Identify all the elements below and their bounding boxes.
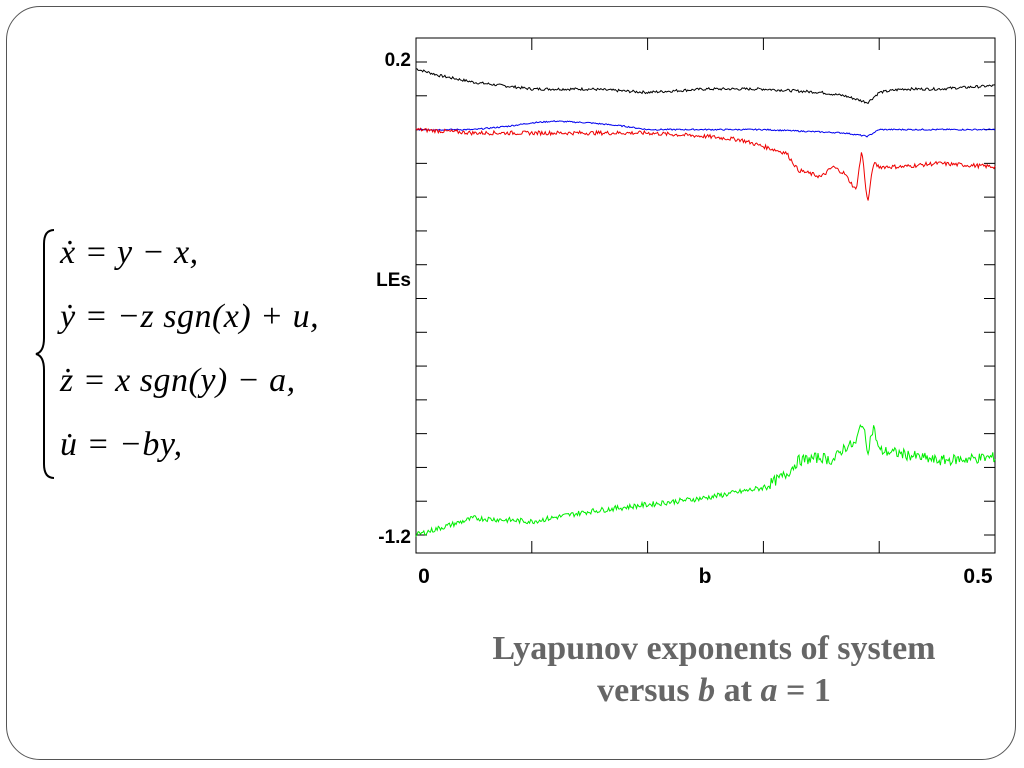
x-tick-label-right: 0.5 bbox=[963, 565, 993, 588]
caption-line-1: Lyapunov exponents of system bbox=[492, 630, 936, 667]
y-tick-label-bottom: -1.2 bbox=[378, 527, 411, 548]
equation-x: ẋ = y − x, bbox=[60, 234, 199, 271]
y-axis-label: LEs bbox=[376, 270, 411, 291]
series-black-line bbox=[415, 68, 996, 105]
x-axis-label: b bbox=[699, 565, 712, 588]
equation-system: ẋ = y − x, ẏ = −z sgn(x) + u, ż = x sgn(… bbox=[34, 226, 374, 482]
series-green-line bbox=[415, 424, 996, 537]
caption-equals: = 1 bbox=[777, 672, 831, 709]
left-brace bbox=[35, 229, 55, 479]
lyapunov-chart: 0.2 -1.2 LEs 0 0.5 b bbox=[376, 37, 996, 588]
equation-y: ẏ = −z sgn(x) + u, bbox=[60, 298, 320, 335]
equation-z: ż = x sgn(y) − a, bbox=[60, 362, 296, 399]
caption-versus: versus bbox=[597, 672, 699, 709]
y-tick-label-top: 0.2 bbox=[385, 50, 411, 71]
slide-frame bbox=[6, 6, 1016, 760]
equation-u: u̇ = −by, bbox=[60, 426, 183, 463]
caption-b: b bbox=[698, 672, 716, 709]
x-tick-label-left: 0 bbox=[418, 565, 430, 588]
series-blue-line bbox=[415, 119, 996, 138]
plot-frame bbox=[415, 37, 996, 554]
caption-a: a bbox=[760, 672, 778, 709]
caption-at: at bbox=[715, 672, 761, 709]
caption-line-2: versus b at a = 1 bbox=[420, 670, 1008, 712]
caption: Lyapunov exponents of system versus b at… bbox=[420, 628, 1008, 712]
series-red-line bbox=[415, 127, 996, 201]
